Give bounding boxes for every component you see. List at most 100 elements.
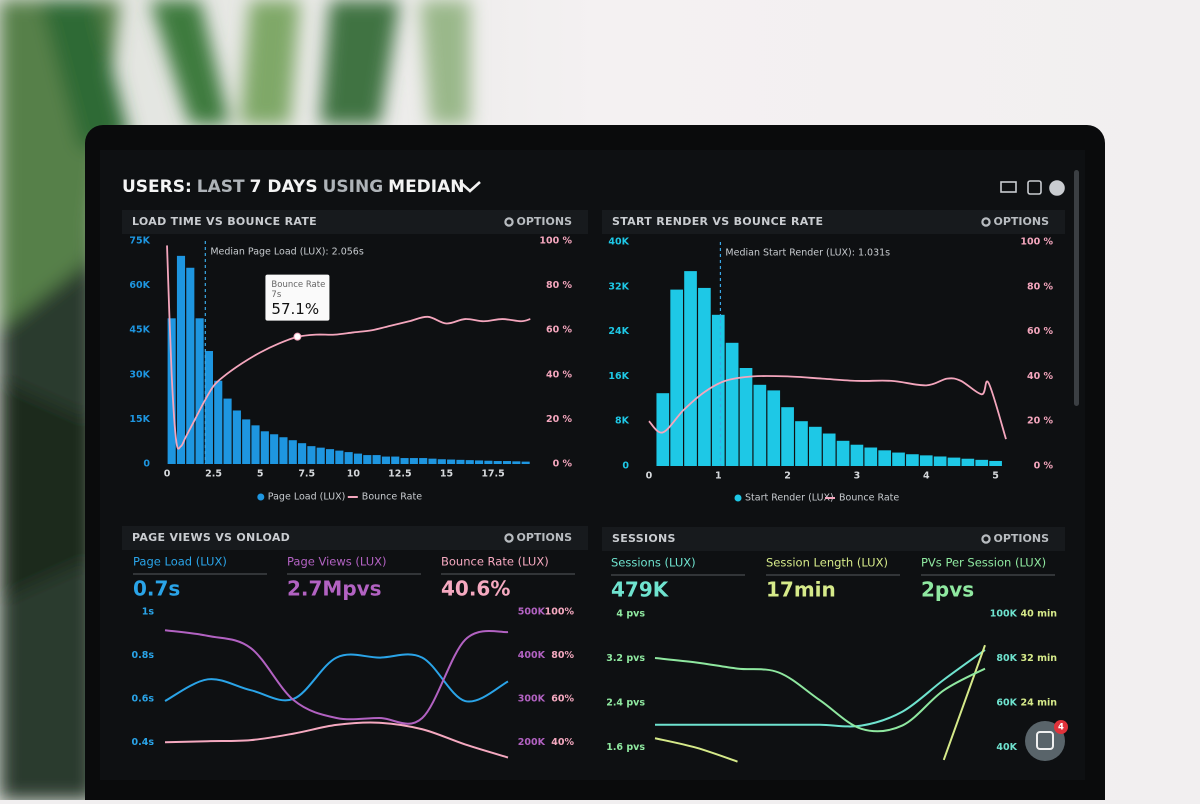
title-part: USERS: — [122, 177, 192, 197]
y2-tick-label: 40 % — [546, 369, 573, 380]
share-icon[interactable] — [1027, 180, 1042, 195]
plant — [0, 0, 470, 800]
title-part: LAST — [197, 177, 245, 197]
y-tick-label: 4 pvs — [616, 609, 645, 620]
y2-tick-label: 0 % — [1034, 461, 1054, 472]
bar — [836, 440, 850, 466]
bar — [947, 457, 961, 466]
bar — [316, 447, 325, 464]
bar — [353, 453, 363, 464]
x-tick-label: 10 — [347, 469, 361, 480]
y2-tick-label: 400K — [518, 650, 546, 661]
bar — [260, 431, 269, 464]
legend-swatch — [734, 494, 742, 502]
bar — [975, 459, 989, 466]
bar — [288, 440, 297, 464]
series-line — [164, 653, 509, 703]
tooltip — [265, 274, 330, 321]
bounce-line — [648, 375, 1007, 440]
chat-icon — [1036, 731, 1054, 750]
x-tick-label: 1 — [715, 471, 722, 482]
y-tick-label: 8K — [615, 416, 630, 427]
gear-icon — [504, 217, 514, 227]
y3-tick-label: 60% — [551, 693, 574, 704]
bar — [850, 444, 864, 466]
y2-tick-label: 100 % — [539, 236, 572, 247]
y-tick-label: 15K — [129, 414, 150, 425]
x-tick-label: 4 — [923, 471, 930, 482]
y3-tick-label: 40% — [551, 737, 574, 748]
bar — [892, 452, 905, 466]
bar — [447, 459, 456, 464]
help-icon[interactable] — [1049, 180, 1065, 196]
median-label: Median Page Load (LUX): 2.056s — [210, 247, 364, 258]
gear-icon — [981, 534, 991, 544]
bar — [822, 433, 836, 466]
panel-title: PAGE VIEWS VS ONLOAD — [132, 531, 290, 544]
series-line — [654, 644, 986, 763]
y2-tick-label: 100K — [990, 609, 1018, 620]
y2-tick-label: 40 % — [1027, 371, 1054, 382]
options-button[interactable]: OPTIONS — [517, 531, 573, 544]
bar — [204, 351, 213, 464]
bar — [428, 458, 437, 464]
kpi-value: 0.7s — [133, 577, 180, 601]
bar — [753, 384, 767, 466]
monitor-icon[interactable] — [1000, 181, 1017, 193]
bar — [325, 449, 335, 464]
tooltip-value: 57.1% — [271, 300, 319, 318]
kpi-label: Session Length (LUX) — [766, 556, 888, 570]
options-button[interactable]: OPTIONS — [517, 215, 573, 228]
bar — [878, 450, 891, 466]
options-button[interactable]: OPTIONS — [994, 532, 1050, 545]
bar — [465, 460, 474, 464]
y2-tick-label: 40K — [996, 742, 1017, 753]
series-line — [655, 649, 986, 728]
dashboard-title[interactable]: USERS: LAST 7 DAYS USING MEDIAN — [122, 177, 465, 197]
y-tick-label: 2.4 pvs — [606, 698, 645, 709]
bar — [307, 446, 316, 464]
y3-tick-label: 32 min — [1021, 653, 1058, 664]
y2-tick-label: 60 % — [1027, 326, 1054, 337]
dropdown-chevron[interactable] — [459, 181, 481, 193]
panel-header — [602, 527, 1065, 551]
x-tick-label: 2 — [784, 471, 791, 482]
panel-header — [122, 210, 588, 234]
tooltip-point — [293, 332, 302, 341]
bar — [195, 318, 204, 464]
x-tick-label: 17.5 — [481, 469, 504, 480]
bar — [242, 419, 251, 464]
legend-label: Bounce Rate — [839, 493, 899, 504]
x-tick-label: 2.5 — [205, 469, 222, 480]
gear-icon — [981, 217, 991, 227]
bar — [906, 454, 919, 466]
y-tick-label: 40K — [608, 237, 629, 248]
bar — [176, 255, 186, 464]
bar — [456, 459, 465, 464]
bar — [739, 368, 753, 466]
y-tick-label: 24K — [608, 326, 629, 337]
bar — [391, 456, 400, 464]
y2-tick-label: 500K — [518, 607, 546, 618]
series-line — [654, 657, 986, 733]
y2-tick-label: 20 % — [1027, 416, 1054, 427]
y-tick-label: 30K — [129, 369, 150, 380]
y2-tick-label: 80K — [996, 653, 1017, 664]
options-button[interactable]: OPTIONS — [994, 215, 1050, 228]
title-part: MEDIAN — [388, 177, 464, 197]
chat-button[interactable] — [1025, 721, 1065, 761]
bar — [725, 342, 739, 466]
x-tick-label: 5 — [992, 471, 999, 482]
panel-title: SESSIONS — [612, 532, 676, 545]
y-tick-label: 45K — [129, 325, 150, 336]
bar — [484, 460, 493, 464]
y3-tick-label: 80% — [551, 650, 574, 661]
panel-title: START RENDER VS BOUNCE RATE — [612, 215, 823, 228]
bar — [521, 461, 530, 464]
bar — [512, 461, 521, 464]
scrollbar[interactable] — [1074, 170, 1079, 406]
legend-label: Page Load (LUX) — [268, 492, 346, 503]
y-tick-label: 1.6 pvs — [606, 742, 645, 753]
bar — [656, 393, 670, 466]
